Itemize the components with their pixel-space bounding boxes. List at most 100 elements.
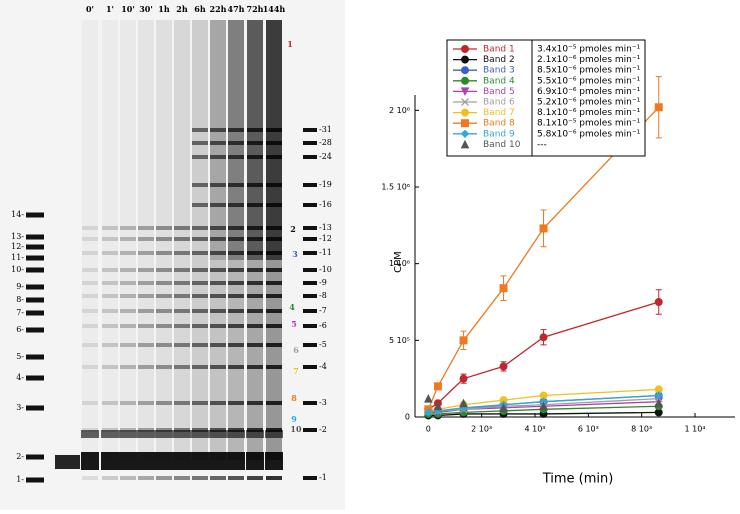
ladder-label: 4- (16, 373, 24, 382)
ladder-label: -3 (319, 398, 327, 407)
ladder-label: 5- (16, 352, 24, 361)
lane-label: 0' (86, 4, 94, 14)
marker (539, 333, 548, 342)
legend-rate: 3.4x10⁻⁵ pmoles min⁻¹ (537, 45, 641, 55)
lane-label: 6h (194, 4, 206, 14)
ladder-label: 1- (16, 475, 24, 484)
legend-label: Band 6 (483, 98, 515, 108)
ladder-band (26, 327, 44, 333)
gel-smear (228, 20, 244, 260)
gel-band (102, 268, 118, 272)
gel-band (120, 343, 136, 347)
ladder-label: -9 (319, 278, 327, 287)
ladder-label: -2 (319, 425, 327, 434)
ladder-band (26, 354, 44, 360)
gel-band (247, 401, 263, 405)
ladder-band (303, 294, 317, 298)
gel-band (102, 237, 118, 241)
ladder-label: -31 (319, 125, 332, 134)
gel-band (120, 324, 136, 328)
gel-background (0, 0, 345, 510)
gel-band (192, 268, 208, 272)
gel-band (156, 294, 172, 298)
legend-rate: 5.8x10⁻⁶ pmoles min⁻¹ (537, 129, 641, 139)
gel-band (174, 324, 190, 328)
band-label: 1 (287, 39, 293, 49)
gel-smear (266, 20, 282, 260)
marker (424, 408, 433, 417)
gel-band (192, 476, 208, 480)
marker (499, 284, 508, 293)
ladder-band (303, 128, 317, 132)
ladder-band (303, 343, 317, 347)
chart: CPM Time (min) 0 2 10³ 4 10³ 6 10³ 8 10³ 1 10… (381, 39, 735, 487)
gel-band (156, 226, 172, 230)
gel-band (228, 365, 244, 369)
ladder-band (303, 237, 317, 241)
gel-band (138, 294, 154, 298)
gel-band (210, 401, 226, 405)
x-axis-label: Time (min) (542, 472, 614, 487)
ladder-label: 7- (16, 308, 24, 317)
band-label: 5 (291, 319, 297, 329)
legend-rate: --- (537, 140, 547, 150)
gel-band (82, 343, 98, 347)
gel-band (192, 237, 208, 241)
gel-band (174, 343, 190, 347)
gel-band (156, 309, 172, 313)
gel-band (120, 294, 136, 298)
lane-label: 10' (121, 4, 135, 14)
gel-band (102, 324, 118, 328)
gel-band (174, 365, 190, 369)
gel-band (247, 324, 263, 328)
gel-band (156, 251, 172, 255)
ladder-band (303, 226, 317, 230)
ladder-label: 8- (16, 295, 24, 304)
gel-band (192, 141, 208, 145)
ladder-label: -5 (319, 340, 327, 349)
gel-band (82, 268, 98, 272)
gel-band (228, 251, 244, 255)
legend-label: Band 9 (483, 129, 515, 139)
gel-band (246, 452, 264, 470)
gel-band (173, 430, 191, 438)
ladder-label: -16 (319, 200, 332, 209)
gel-band (119, 430, 137, 438)
band-label: 7 (293, 366, 299, 376)
gel-band (191, 452, 209, 470)
gel-band (210, 128, 226, 132)
legend-rate: 5.2x10⁻⁶ pmoles min⁻¹ (537, 98, 641, 108)
ladder-label: -4 (319, 362, 327, 371)
gel-band (228, 401, 244, 405)
gel-band (228, 324, 244, 328)
gel-band (210, 281, 226, 285)
ladder-label: -10 (319, 265, 332, 274)
ladder-band (26, 267, 44, 273)
gel-band (210, 237, 226, 241)
gel-band (102, 401, 118, 405)
gel-band (138, 226, 154, 230)
ladder-band (26, 234, 44, 240)
ladder-label: -13 (319, 223, 332, 232)
gel-band (156, 365, 172, 369)
gel-band (174, 251, 190, 255)
legend-label: Band 4 (483, 76, 515, 86)
gel-band (266, 365, 282, 369)
gel-band (266, 294, 282, 298)
marker (654, 103, 663, 112)
marker (459, 336, 468, 345)
gel-band (174, 237, 190, 241)
gel-band (266, 343, 282, 347)
gel-smear (210, 20, 226, 260)
lane-label: 72h (247, 4, 264, 14)
gel-band (137, 430, 155, 438)
gel-band (228, 155, 244, 159)
ladder-band (26, 297, 44, 303)
gel-band (266, 324, 282, 328)
marker (654, 398, 664, 408)
gel-band (138, 401, 154, 405)
gel-band (210, 251, 226, 255)
gel-band (156, 401, 172, 405)
legend-label: Band 3 (483, 66, 515, 76)
gel-smear (120, 20, 136, 460)
